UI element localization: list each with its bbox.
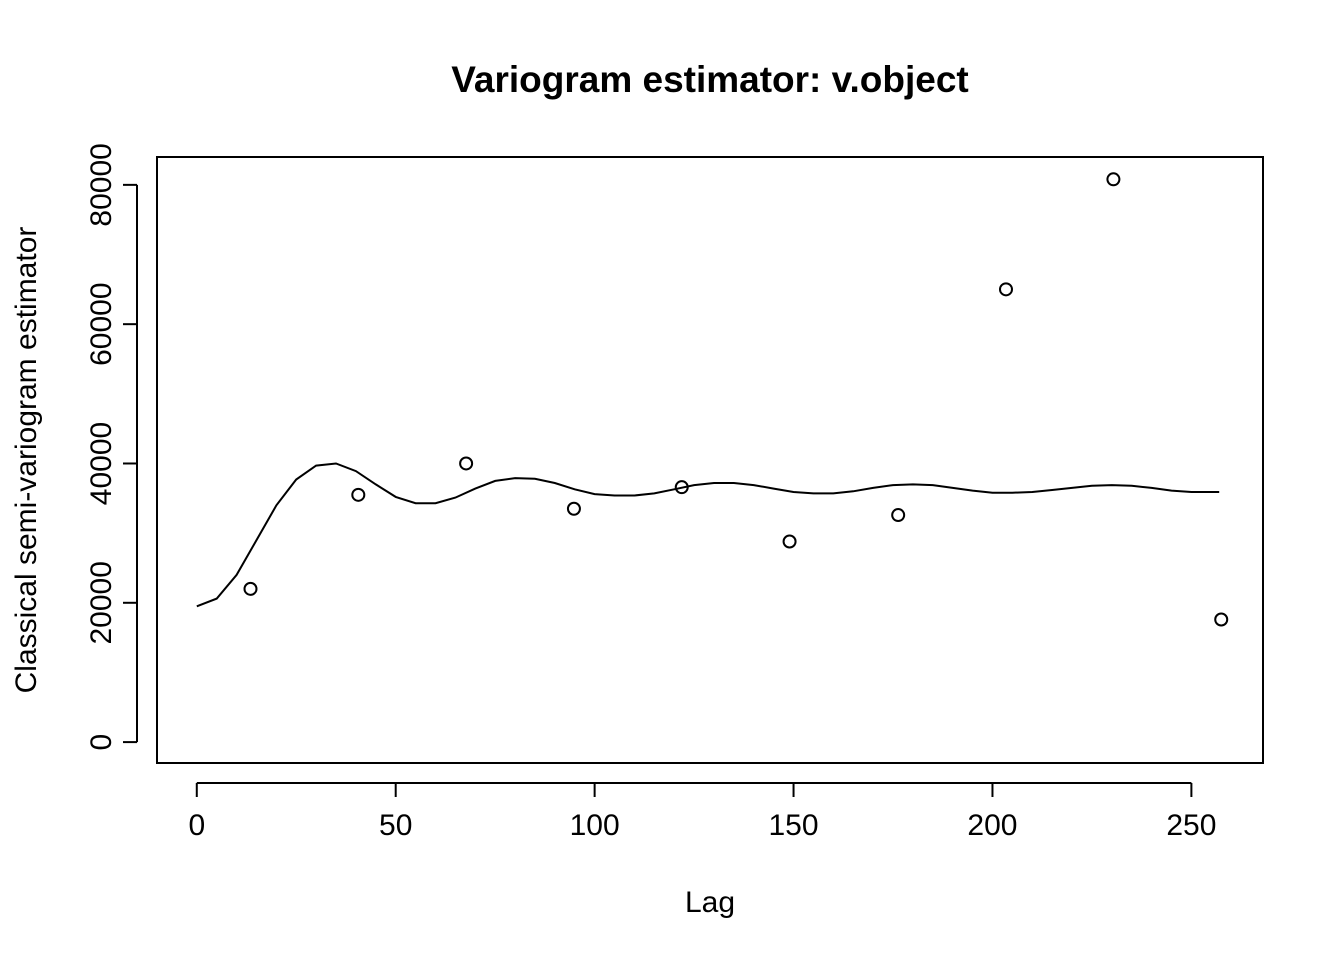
data-point <box>1214 612 1229 627</box>
data-point <box>243 581 258 596</box>
data-point <box>566 501 581 516</box>
x-axis-label: Lag <box>685 886 735 919</box>
x-axis: 0 50 100 150 200 250 <box>188 782 1216 842</box>
y-tick-label: 60000 <box>85 282 118 365</box>
data-point <box>1106 172 1121 187</box>
y-tick-label: 0 <box>85 734 118 751</box>
data-point <box>351 487 366 502</box>
data-point <box>459 456 474 471</box>
data-point <box>891 508 906 523</box>
x-tick-label: 250 <box>1166 809 1216 842</box>
y-tick-label: 20000 <box>85 561 118 644</box>
x-tick-label: 100 <box>570 809 620 842</box>
plot-frame <box>156 156 1264 764</box>
chart-title: Variogram estimator: v.object <box>451 59 968 100</box>
data-point <box>998 282 1013 297</box>
y-axis-label: Classical semi-variogram estimator <box>10 227 43 694</box>
x-tick-label: 200 <box>967 809 1017 842</box>
model-curve-layer <box>196 462 1220 608</box>
model-variogram-line <box>196 462 1220 608</box>
data-point <box>782 534 797 549</box>
y-axis: 0 20000 40000 60000 80000 <box>85 143 138 751</box>
y-tick-label: 80000 <box>85 143 118 226</box>
x-tick-label: 50 <box>379 809 412 842</box>
data-point <box>674 480 689 495</box>
estimator-points-layer <box>243 172 1229 627</box>
x-tick-label: 150 <box>769 809 819 842</box>
x-tick-label: 0 <box>188 809 205 842</box>
y-tick-label: 40000 <box>85 422 118 505</box>
